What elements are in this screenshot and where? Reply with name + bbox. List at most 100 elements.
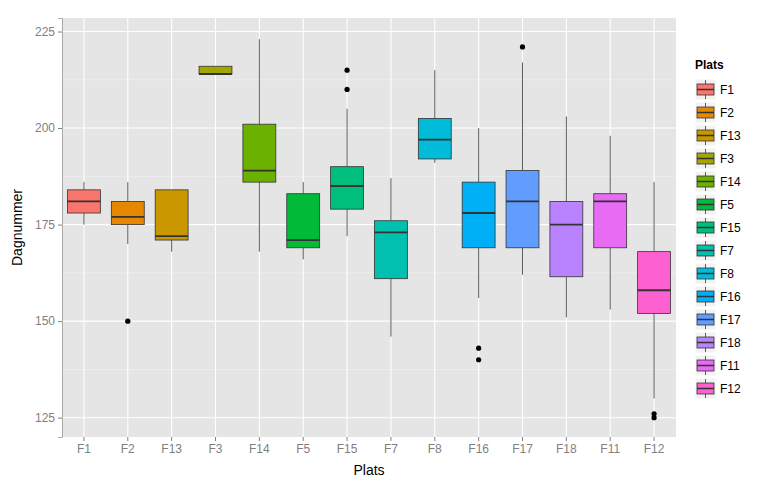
legend-item: F16: [695, 286, 741, 307]
x-tick: F15: [337, 437, 358, 456]
median-line: [199, 73, 232, 75]
median-line: [243, 170, 276, 172]
y-tick: 200: [35, 121, 62, 135]
legend-key-background: [695, 217, 716, 238]
whisker-high: [303, 182, 304, 194]
y-tick: 225: [35, 25, 62, 39]
x-tick: F7: [384, 437, 398, 456]
x-tick-mark: [171, 437, 172, 441]
x-tick-label: F16: [468, 442, 489, 456]
box: [462, 182, 495, 248]
x-grid-line: [83, 18, 84, 437]
legend-key: [697, 268, 714, 279]
x-tick-mark: [127, 437, 128, 441]
legend-key-background: [695, 355, 716, 376]
legend-key-background: [695, 79, 716, 100]
x-tick: F17: [512, 437, 533, 456]
box-group: [418, 70, 451, 163]
whisker-low: [347, 209, 348, 236]
whisker-high: [127, 182, 128, 201]
box: [550, 201, 583, 276]
x-tick-mark: [83, 437, 84, 441]
y-tick-mark: [58, 225, 62, 226]
box-group: [243, 39, 276, 251]
legend-label: F13: [720, 129, 741, 143]
whisker-low: [259, 182, 260, 252]
x-axis: F1F2F13F3F14F5F15F7F8F16F17F18F11F12: [77, 437, 665, 456]
legend-item: F7: [695, 240, 734, 261]
legend-label: F7: [720, 244, 734, 258]
legend-label: F8: [720, 267, 734, 281]
y-tick-label: 125: [35, 411, 55, 425]
x-tick-mark: [434, 437, 435, 441]
box-group: [67, 182, 100, 224]
box-group: [287, 182, 320, 259]
legend-label: F12: [720, 382, 741, 396]
legend-key: [697, 383, 714, 394]
box: [155, 190, 188, 240]
legend-key-background: [695, 194, 716, 215]
legend-key-background: [695, 263, 716, 284]
x-tick-label: F14: [249, 442, 270, 456]
legend-label: F1: [720, 83, 734, 97]
x-tick: F2: [121, 437, 135, 456]
x-grid-line: [127, 18, 128, 437]
legend-key: [697, 291, 714, 302]
box: [111, 201, 144, 224]
legend-item: F18: [695, 332, 741, 353]
x-tick-label: F5: [296, 442, 310, 456]
y-tick: 150: [35, 314, 62, 328]
x-tick: F1: [77, 437, 91, 456]
x-tick: F14: [249, 437, 270, 456]
whisker-low: [522, 248, 523, 275]
outlier: [476, 357, 481, 362]
whisker-low: [127, 225, 128, 244]
x-grid-line: [434, 18, 435, 437]
legend-label: F15: [720, 221, 741, 235]
box-group: [594, 136, 627, 310]
legend-key: [697, 314, 714, 325]
legend-key: [697, 107, 714, 118]
legend-label: F3: [720, 152, 734, 166]
y-axis: 125150175200225: [35, 19, 63, 438]
y-grid-line: [62, 224, 676, 225]
y-axis-line: [58, 19, 63, 438]
y-minor-grid-line: [62, 79, 676, 80]
legend-key-median: [697, 135, 714, 137]
y-tick-label: 150: [35, 314, 55, 328]
legend-key-median: [697, 388, 714, 390]
whisker-low: [478, 248, 479, 298]
legend-key-median: [697, 296, 714, 298]
box: [594, 194, 627, 248]
legend-key-background: [695, 102, 716, 123]
box-group: [638, 182, 671, 420]
x-tick-label: F1: [77, 442, 91, 456]
whisker-high: [390, 178, 391, 220]
legend-key-background: [695, 286, 716, 307]
legend-item: F15: [695, 217, 741, 238]
y-tick: 125: [35, 411, 62, 425]
box: [374, 221, 407, 279]
whisker-low: [390, 279, 391, 337]
outlier: [476, 346, 481, 351]
outlier: [125, 319, 130, 324]
x-tick-mark: [215, 437, 216, 441]
box: [199, 66, 232, 74]
y-grid-line: [62, 321, 676, 322]
median-line: [67, 201, 100, 203]
legend-item: F8: [695, 263, 734, 284]
x-tick-label: F18: [556, 442, 577, 456]
y-axis-title: Dagnummer: [9, 189, 25, 266]
legend-item: F5: [695, 194, 734, 215]
y-minor-grid-line: [62, 272, 676, 273]
legend-item: F1: [695, 79, 734, 100]
legend-key-median: [697, 112, 714, 114]
whisker-low: [610, 248, 611, 310]
legend-label: F14: [720, 175, 741, 189]
box-group: [374, 178, 407, 336]
whisker-high: [610, 136, 611, 194]
legend-label: F5: [720, 198, 734, 212]
legend-item: F2: [695, 102, 734, 123]
median-line: [594, 201, 627, 203]
legend-key-background: [695, 125, 716, 146]
